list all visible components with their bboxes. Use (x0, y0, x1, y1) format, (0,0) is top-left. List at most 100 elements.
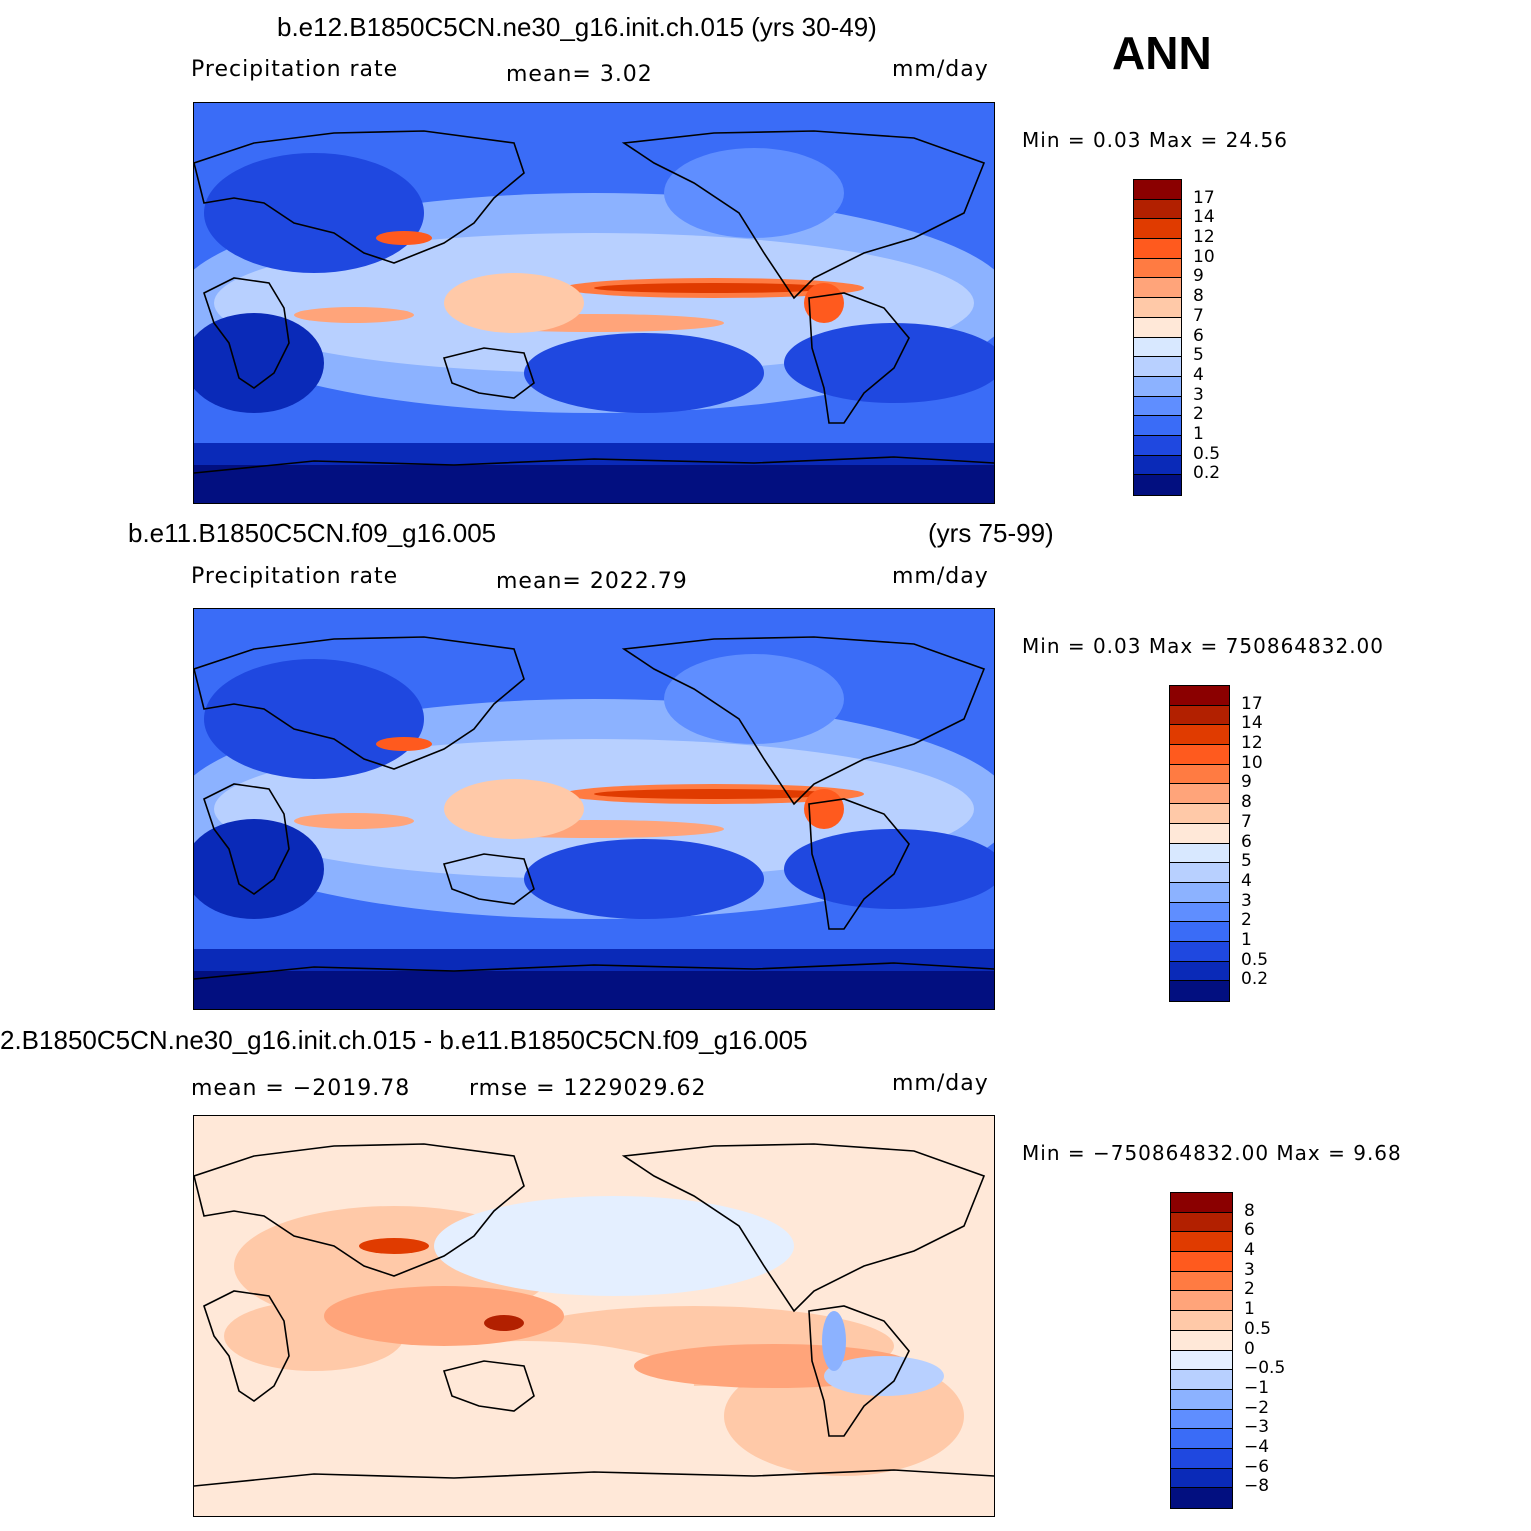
colorbar-tick-label: −4 (1244, 1436, 1270, 1457)
colorbar-swatch (1171, 1468, 1232, 1489)
field-region (664, 654, 844, 744)
colorbar-swatch (1170, 863, 1229, 883)
colorbar-tick-label: 4 (1244, 1240, 1255, 1261)
map-field (194, 609, 994, 1009)
field-region (524, 839, 764, 919)
coastline (194, 962, 994, 980)
colorbar-tick-label: 9 (1241, 772, 1252, 793)
colorbar (1170, 1192, 1233, 1509)
colorbar-tick-label: 6 (1193, 325, 1204, 346)
coastline (621, 130, 986, 300)
colorbar-swatch (1171, 1448, 1232, 1469)
colorbar-swatch (1170, 941, 1229, 962)
colorbar-swatch (1134, 258, 1181, 279)
coastline (442, 853, 535, 905)
colorbar-swatch (1170, 804, 1229, 824)
colorbar-swatch (1171, 1232, 1232, 1253)
colorbar-tick-label: 0 (1244, 1338, 1255, 1359)
colorbar-tick-label: 4 (1241, 870, 1252, 891)
units-label: mm/day (892, 1071, 989, 1096)
field-band (194, 103, 994, 153)
field-region (294, 307, 414, 323)
colorbar-swatch (1170, 764, 1229, 785)
colorbar-tick-label: 0.5 (1244, 1318, 1272, 1339)
field-region (784, 829, 994, 909)
colorbar-swatch (1134, 435, 1181, 456)
map-field (194, 1116, 994, 1516)
colorbar-tick-label: −6 (1244, 1456, 1270, 1477)
precip-map (193, 608, 995, 1010)
colorbar-swatch (1134, 376, 1181, 397)
colorbar-tick-label: 12 (1193, 227, 1215, 248)
colorbar-swatch (1171, 1330, 1232, 1351)
colorbar-swatch (1170, 745, 1229, 765)
colorbar-swatch (1134, 317, 1181, 338)
field-region (324, 1286, 564, 1346)
precip-map (193, 102, 995, 504)
coastline (194, 456, 994, 474)
field-region (376, 737, 432, 751)
colorbar-tick-label: 12 (1241, 733, 1263, 754)
coastline (442, 347, 535, 399)
colorbar-swatch (1134, 416, 1181, 436)
field-region (484, 1315, 524, 1331)
colorbar-swatch (1170, 981, 1229, 1001)
colorbar-swatch (1134, 278, 1181, 299)
colorbar-tick-label: 0.2 (1193, 463, 1221, 484)
colorbar (1133, 179, 1182, 496)
panel-years: (yrs 75-99) (928, 518, 1054, 548)
colorbar-swatch (1134, 180, 1181, 200)
mean-label: mean= 2022.79 (496, 569, 688, 594)
colorbar-swatch (1134, 357, 1181, 377)
colorbar-swatch (1171, 1212, 1232, 1233)
field-band (194, 949, 994, 971)
field-region (444, 779, 584, 839)
coastline (194, 636, 525, 770)
panel-title: 2.B1850C5CN.ne30_g16.init.ch.015 - b.e11… (0, 1025, 808, 1055)
field-band (194, 969, 994, 1009)
coastline (203, 277, 290, 389)
field-region (804, 789, 844, 829)
colorbar-tick-label: 0.5 (1241, 949, 1269, 970)
colorbar-tick-label: 17 (1193, 187, 1215, 208)
field-region (594, 789, 834, 799)
coastline (194, 130, 525, 264)
coastline (808, 1305, 910, 1437)
field-region (664, 148, 844, 238)
field-region (822, 1311, 846, 1371)
rmse-label: rmse = 1229029.62 (469, 1076, 707, 1101)
colorbar-swatch (1134, 239, 1181, 259)
field-region (294, 813, 414, 829)
field-region (354, 1341, 694, 1431)
field-region (824, 1356, 944, 1396)
colorbar-swatch (1170, 922, 1229, 942)
colorbar-tick-label: 8 (1244, 1200, 1255, 1221)
colorbar-tick-label: −2 (1244, 1397, 1270, 1418)
colorbar-tick-label: 1 (1244, 1299, 1255, 1320)
colorbar-swatch (1171, 1311, 1232, 1331)
colorbar-tick-label: 0.5 (1193, 443, 1221, 464)
field-region (594, 283, 834, 293)
field-region (214, 739, 974, 879)
colorbar-tick-label: 17 (1241, 693, 1263, 714)
minmax-label: Min = −750864832.00 Max = 9.68 (1022, 1141, 1402, 1165)
colorbar-swatch (1134, 219, 1181, 240)
colorbar-swatch (1171, 1389, 1232, 1410)
colorbar-swatch (1170, 843, 1229, 864)
coastline (621, 1143, 986, 1313)
colorbar-swatch (1134, 475, 1181, 495)
colorbar-tick-label: 1 (1193, 423, 1204, 444)
mean-label: mean = −2019.78 (191, 1076, 411, 1101)
colorbar-tick-label: 6 (1241, 831, 1252, 852)
colorbar-tick-label: 3 (1241, 890, 1252, 911)
colorbar-tick-label: −1 (1244, 1377, 1270, 1398)
colorbar-swatch (1171, 1350, 1232, 1371)
colorbar-tick-label: 5 (1193, 345, 1204, 366)
colorbar-tick-label: 9 (1193, 266, 1204, 287)
colorbar-tick-label: 6 (1244, 1220, 1255, 1241)
colorbar-tick-label: −3 (1244, 1417, 1270, 1438)
colorbar-tick-label: 3 (1193, 384, 1204, 405)
colorbar-swatch (1134, 337, 1181, 358)
field-region (524, 333, 764, 413)
coastline (808, 798, 910, 930)
